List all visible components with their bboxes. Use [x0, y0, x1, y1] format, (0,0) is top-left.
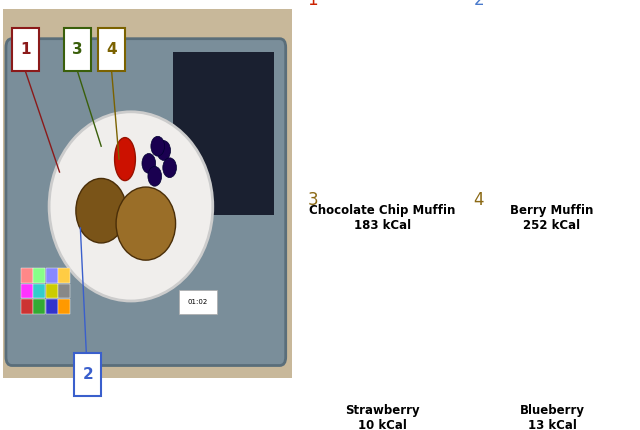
Ellipse shape: [337, 59, 381, 117]
Bar: [46, 299, 58, 314]
Bar: [33, 268, 45, 283]
Circle shape: [151, 136, 164, 156]
Bar: [173, 52, 274, 215]
Text: Berry Muffin
252 kCal: Berry Muffin 252 kCal: [510, 204, 594, 232]
Ellipse shape: [116, 187, 175, 260]
Bar: [21, 284, 33, 298]
Ellipse shape: [335, 275, 367, 308]
Bar: [64, 28, 91, 71]
Text: 1: 1: [307, 0, 318, 9]
Ellipse shape: [115, 138, 136, 181]
Bar: [33, 299, 45, 314]
Bar: [58, 284, 70, 298]
Ellipse shape: [547, 282, 564, 301]
Bar: [21, 299, 33, 314]
Text: Blueberry
13 kCal: Blueberry 13 kCal: [520, 404, 584, 430]
Ellipse shape: [562, 290, 575, 304]
Text: Strawberry
10 kCal: Strawberry 10 kCal: [345, 404, 420, 430]
Text: 4: 4: [474, 190, 484, 209]
Bar: [33, 284, 45, 298]
Text: 2: 2: [474, 0, 484, 9]
Circle shape: [142, 154, 156, 173]
Text: Chocolate Chip Muffin
183 kCal: Chocolate Chip Muffin 183 kCal: [309, 204, 456, 232]
Bar: [46, 268, 58, 283]
Ellipse shape: [360, 279, 385, 308]
FancyBboxPatch shape: [6, 39, 285, 366]
Text: 1: 1: [20, 42, 31, 57]
Bar: [3, 9, 292, 378]
Bar: [98, 28, 125, 71]
Ellipse shape: [49, 112, 212, 301]
Bar: [58, 299, 70, 314]
Bar: [179, 290, 217, 314]
Bar: [74, 353, 101, 396]
Text: 01:02: 01:02: [188, 299, 208, 305]
Circle shape: [148, 166, 161, 186]
Ellipse shape: [76, 178, 127, 243]
Ellipse shape: [529, 63, 581, 128]
Bar: [12, 28, 38, 71]
Bar: [46, 284, 58, 298]
Text: 2: 2: [83, 367, 93, 381]
Bar: [21, 268, 33, 283]
Circle shape: [163, 158, 177, 178]
Text: 4: 4: [106, 42, 117, 57]
Ellipse shape: [556, 278, 568, 291]
Bar: [58, 268, 70, 283]
Circle shape: [157, 141, 170, 160]
Text: 3: 3: [307, 190, 318, 209]
Text: 3: 3: [72, 42, 83, 57]
